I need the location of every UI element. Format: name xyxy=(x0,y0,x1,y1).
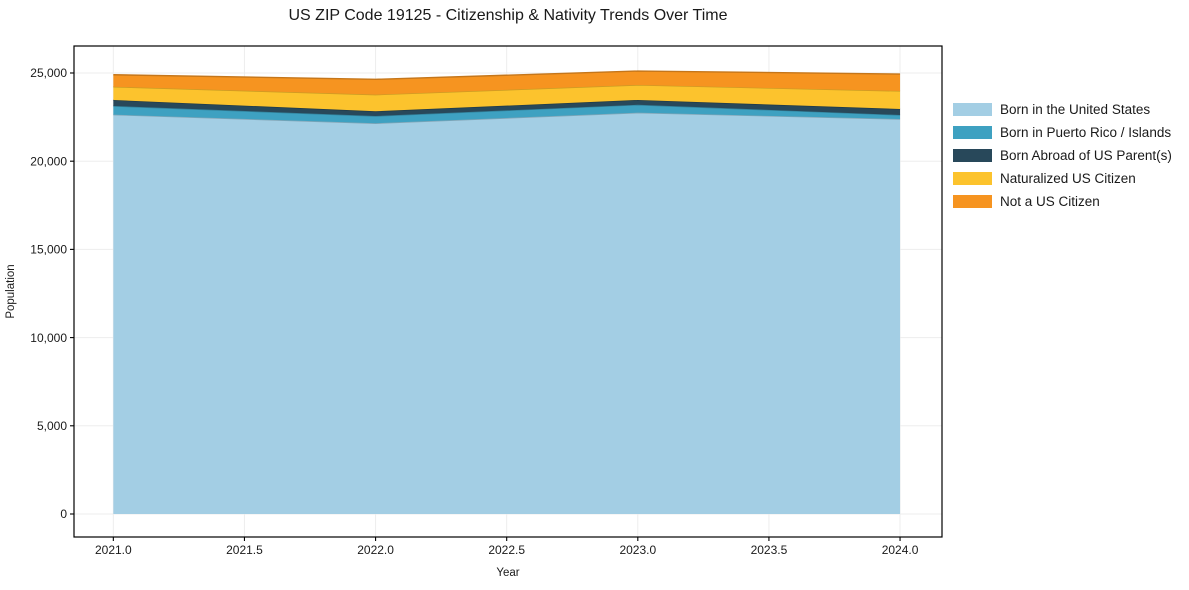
plot-border xyxy=(73,45,943,538)
y-tick-label: 0 xyxy=(60,507,67,521)
legend-label: Born in Puerto Rico / Islands xyxy=(1000,125,1172,140)
legend-label: Born Abroad of US Parent(s) xyxy=(1000,148,1172,163)
legend-swatch xyxy=(953,103,992,116)
legend-item: Born in the United States xyxy=(953,101,1172,118)
y-tick-label: 5,000 xyxy=(37,419,67,433)
legend-swatch xyxy=(953,172,992,185)
legend-item: Born in Puerto Rico / Islands xyxy=(953,124,1172,141)
chart-title: US ZIP Code 19125 - Citizenship & Nativi… xyxy=(288,7,728,24)
y-tick-label: 20,000 xyxy=(30,154,67,168)
y-tick-label: 25,000 xyxy=(30,66,67,80)
area-edge-2 xyxy=(113,99,901,112)
legend-swatch xyxy=(953,195,992,208)
x-tick-label: 2024.0 xyxy=(882,543,919,557)
x-tick-label: 2022.5 xyxy=(488,543,525,557)
legend-label: Born in the United States xyxy=(1000,102,1151,117)
area-edge-4 xyxy=(113,70,901,81)
area-band-2 xyxy=(113,99,901,117)
area-edge-0 xyxy=(113,111,901,124)
area-band-0 xyxy=(113,112,901,514)
x-tick-label: 2023.5 xyxy=(751,543,788,557)
legend-swatch xyxy=(953,126,992,139)
legend-item: Born Abroad of US Parent(s) xyxy=(953,147,1172,164)
y-axis-title: Population xyxy=(5,264,17,318)
x-tick-label: 2021.0 xyxy=(95,543,132,557)
x-tick-label: 2022.0 xyxy=(357,543,394,557)
x-axis-title: Year xyxy=(496,567,519,579)
legend-item: Naturalized US Citizen xyxy=(953,170,1172,187)
legend-item: Not a US Citizen xyxy=(953,193,1172,210)
x-tick-label: 2021.5 xyxy=(226,543,263,557)
y-tick-label: 10,000 xyxy=(30,331,67,345)
area-band-4 xyxy=(113,71,901,95)
area-band-3 xyxy=(113,84,901,112)
legend: Born in the United States Born in Puerto … xyxy=(953,101,1172,210)
legend-label: Naturalized US Citizen xyxy=(1000,171,1136,186)
area-band-1 xyxy=(113,104,901,124)
x-tick-label: 2023.0 xyxy=(619,543,656,557)
legend-swatch xyxy=(953,149,992,162)
y-tick-label: 15,000 xyxy=(30,243,67,257)
legend-label: Not a US Citizen xyxy=(1000,194,1100,209)
